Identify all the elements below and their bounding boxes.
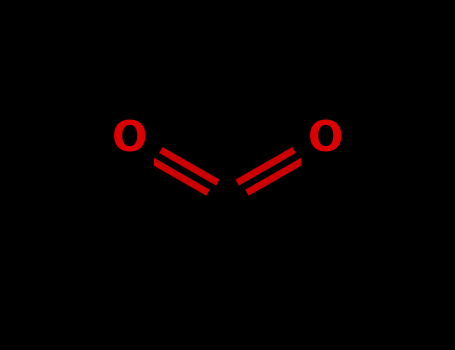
Text: O: O	[308, 119, 343, 161]
Text: O: O	[112, 119, 147, 161]
